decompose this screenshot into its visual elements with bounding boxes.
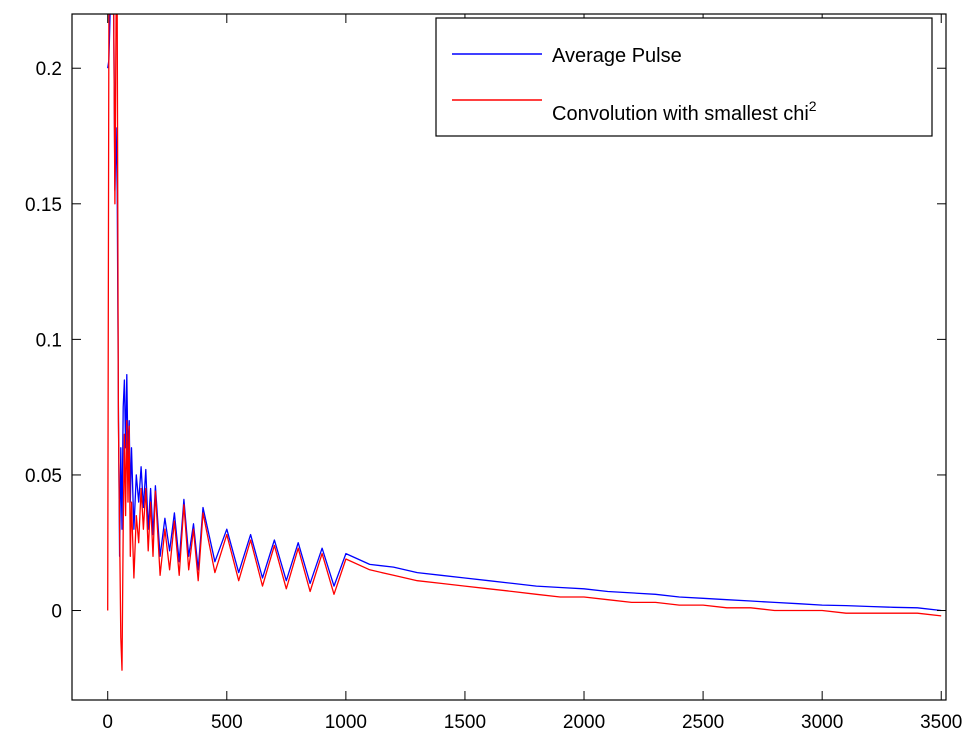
y-tick-label: 0 (51, 602, 62, 623)
x-tick-label: 2500 (682, 712, 724, 733)
x-tick-label: 3500 (920, 712, 962, 733)
tick-layer: 0 500 1000 1500 2000 2500 3000 3500 0 0.05 0.1 0.15… (25, 14, 962, 733)
x-tick-label: 500 (211, 712, 243, 733)
y-tick-label: 0.15 (25, 195, 62, 216)
series-layer (107, 14, 942, 671)
axes-frame (71, 13, 947, 701)
legend-box (435, 17, 933, 137)
legend-label-average-pulse: Average Pulse (552, 45, 682, 67)
x-tick-label: 2000 (563, 712, 605, 733)
x-tick-label: 1500 (444, 712, 486, 733)
y-tick-label: 0.1 (36, 330, 62, 351)
legend-label-convolution-text: Convolution with smallest chi (552, 103, 809, 125)
x-tick-label: 3000 (801, 712, 843, 733)
x-tick-label: 1000 (325, 712, 367, 733)
y-tick-label: 0.2 (36, 59, 62, 80)
series-line-convolution (107, 14, 942, 671)
y-tick-label: 0.05 (25, 466, 62, 487)
legend-label-convolution: Convolution with smallest chi2 (552, 98, 817, 125)
series-line-average-pulse (107, 14, 942, 612)
legend-label-convolution-superscript: 2 (809, 98, 817, 114)
legend: Average Pulse Convolution with smallest … (435, 17, 933, 137)
x-tick-label: 0 (102, 712, 113, 733)
